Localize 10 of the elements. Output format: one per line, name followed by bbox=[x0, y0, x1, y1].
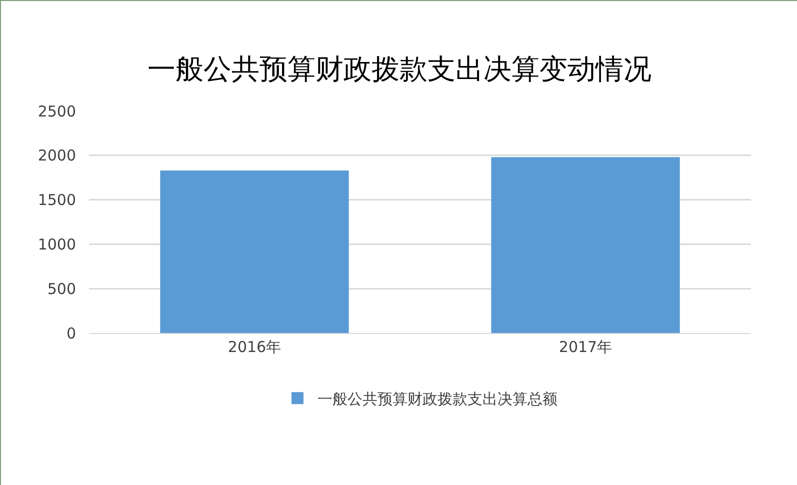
y-tick-label: 0 bbox=[66, 324, 76, 342]
y-tick-label: 2500 bbox=[38, 102, 76, 120]
y-tick-label: 500 bbox=[47, 280, 76, 298]
chart-title: 一般公共预算财政拨款支出决算变动情况 bbox=[148, 54, 652, 86]
y-tick-label: 1000 bbox=[38, 235, 76, 254]
x-tick-label: 2017年 bbox=[558, 338, 612, 356]
legend-label: 一般公共预算财政拨款支出决算总额 bbox=[318, 390, 558, 408]
y-tick-label: 2000 bbox=[38, 146, 76, 165]
x-tick-label: 2016年 bbox=[228, 338, 282, 356]
y-tick-label: 1500 bbox=[38, 191, 76, 210]
